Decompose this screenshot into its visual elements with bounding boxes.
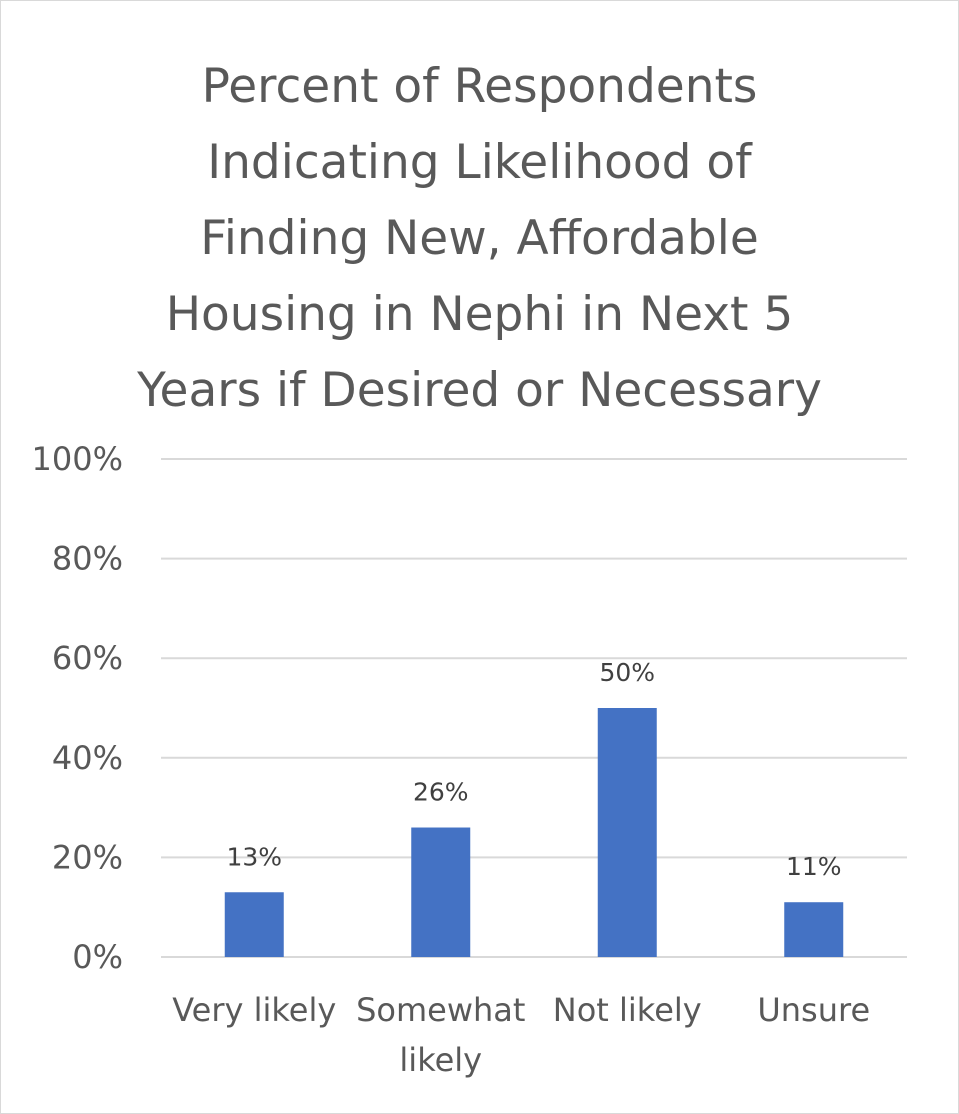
data-labels: 13% 26% 50% 11% [226, 658, 841, 881]
y-tick-label: 0% [72, 938, 123, 976]
y-tick-label: 20% [52, 838, 123, 876]
data-label: 11% [786, 852, 842, 881]
bar [784, 902, 844, 957]
x-tick-label: Somewhat [356, 991, 525, 1029]
x-axis: Very likely Somewhat likely Not likely Unsur… [172, 991, 870, 1079]
data-label: 50% [599, 658, 655, 687]
data-label: 13% [226, 842, 282, 871]
y-axis: 0% 20% 40% 60% 80% 100% [32, 440, 123, 976]
chart-title-line-3: Finding New, Affordable [200, 211, 759, 266]
x-tick-label: Unsure [757, 991, 870, 1029]
chart-title-line-2: Indicating Likelihood of [207, 135, 752, 190]
y-tick-label: 60% [52, 639, 123, 677]
y-tick-label: 100% [32, 440, 123, 478]
chart-title: Percent of Respondents Indicating Likeli… [1, 49, 958, 429]
gridlines [161, 458, 907, 958]
y-tick-label: 40% [52, 739, 123, 777]
x-tick-label: Very likely [172, 991, 336, 1029]
y-tick-label: 80% [52, 540, 123, 578]
bars [224, 708, 844, 957]
x-tick-label: Not likely [553, 991, 702, 1029]
chart-title-line-1: Percent of Respondents [201, 59, 758, 114]
chart-title-line-4: Housing in Nephi in Next 5 [165, 287, 794, 342]
bar [411, 827, 471, 957]
x-tick-label: likely [399, 1041, 482, 1079]
chart-title-line-5: Years if Desired or Necessary [137, 363, 822, 418]
bar [597, 708, 657, 957]
bar [224, 892, 284, 957]
data-label: 26% [413, 778, 469, 807]
